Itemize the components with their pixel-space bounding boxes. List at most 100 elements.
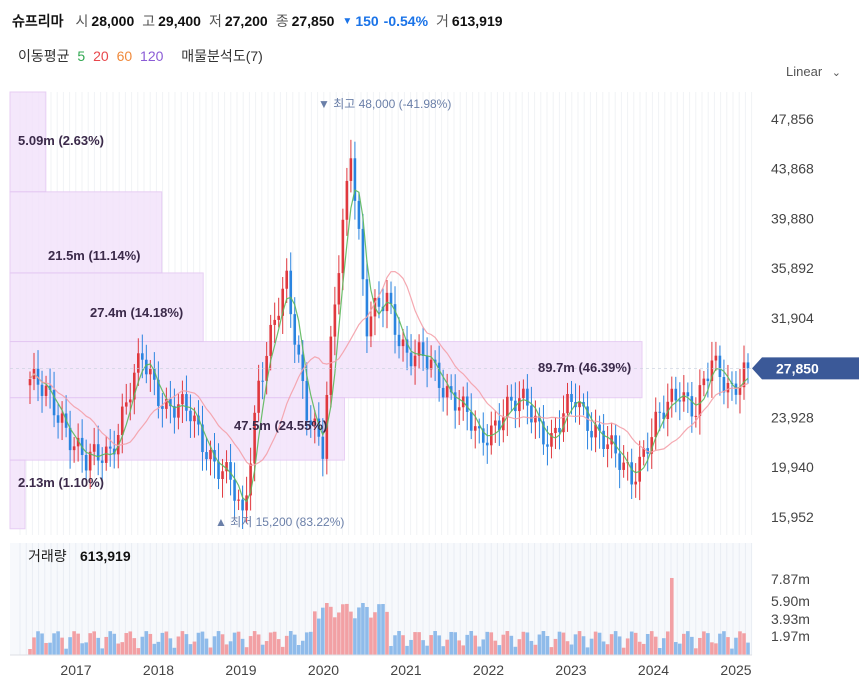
volume-profile-label: 21.5m (11.14%) bbox=[48, 248, 141, 263]
volume-bar bbox=[553, 638, 558, 655]
volume-bar bbox=[694, 648, 698, 655]
candle-body bbox=[225, 462, 228, 472]
volume-value: 613,919 bbox=[451, 13, 503, 29]
candle-body bbox=[457, 407, 461, 411]
volume-bar bbox=[637, 641, 642, 655]
candle-body bbox=[100, 460, 104, 463]
volume-bar bbox=[176, 636, 181, 655]
volume-bar bbox=[621, 647, 626, 655]
volume-bar bbox=[296, 645, 301, 655]
candle-body bbox=[566, 393, 569, 414]
volume-bar bbox=[160, 632, 165, 655]
candle-body bbox=[269, 324, 272, 356]
candle-body bbox=[638, 456, 641, 482]
chevron-down-icon: ⌄ bbox=[831, 67, 841, 79]
candle-body bbox=[477, 426, 481, 429]
candle-body bbox=[317, 418, 321, 437]
candle-body bbox=[445, 386, 449, 398]
candle-body bbox=[165, 398, 168, 409]
volume-bar bbox=[68, 637, 72, 655]
candle-body bbox=[185, 394, 188, 411]
candle-body bbox=[706, 378, 710, 382]
candle-body bbox=[44, 385, 48, 396]
candle-body bbox=[650, 437, 654, 454]
volume-bar bbox=[690, 636, 694, 655]
volume-bar bbox=[353, 618, 357, 655]
volume-panel-value: 613,919 bbox=[80, 548, 131, 564]
candle-body bbox=[261, 380, 264, 382]
volume-bar bbox=[734, 637, 738, 655]
volume-bar bbox=[653, 636, 658, 655]
volume-bar bbox=[280, 646, 285, 655]
ma-5[interactable]: 5 bbox=[77, 48, 86, 64]
candle-body bbox=[417, 342, 421, 356]
ma-60[interactable]: 60 bbox=[116, 48, 133, 64]
volume-bar bbox=[357, 607, 361, 655]
candle-body bbox=[149, 368, 152, 375]
volume-bar bbox=[421, 640, 425, 655]
volume-bar bbox=[377, 604, 381, 655]
candle-body bbox=[193, 415, 196, 422]
volume-bar bbox=[529, 640, 534, 655]
candle-body bbox=[518, 398, 521, 412]
volume-bar bbox=[108, 631, 113, 655]
candle-body bbox=[305, 381, 309, 421]
volume-bar bbox=[120, 642, 125, 655]
volume-bar bbox=[501, 634, 506, 655]
volume-bar bbox=[373, 612, 377, 655]
ma-120[interactable]: 120 bbox=[140, 48, 164, 64]
volume-bar bbox=[513, 646, 518, 655]
volume-bar bbox=[545, 636, 550, 655]
volume-bar bbox=[641, 643, 646, 655]
volume-bar bbox=[581, 636, 586, 655]
volume-bar bbox=[533, 644, 538, 655]
candle-body bbox=[253, 412, 256, 464]
volume-profile-bar bbox=[9, 272, 204, 343]
volume-bar bbox=[76, 633, 80, 655]
volume-profile-toggle[interactable]: 매물분석도(7) bbox=[181, 48, 263, 64]
volume-bar bbox=[224, 644, 229, 655]
volume-bar bbox=[164, 631, 169, 655]
volume-bar bbox=[272, 631, 277, 655]
volume-bar bbox=[718, 633, 722, 655]
volume-bar bbox=[168, 638, 173, 655]
candle-body bbox=[594, 424, 597, 438]
volume-bar bbox=[678, 643, 682, 655]
candle-body bbox=[357, 200, 361, 229]
candle-body bbox=[498, 420, 501, 431]
ma-20[interactable]: 20 bbox=[93, 48, 109, 64]
scale-select[interactable]: Linear ⌄ bbox=[786, 64, 841, 79]
y-tick-label: 39,880 bbox=[771, 210, 814, 226]
volume-bar bbox=[44, 642, 48, 655]
volume-bar bbox=[60, 637, 64, 655]
volume-bar bbox=[104, 636, 109, 655]
y-tick-label: 19,940 bbox=[771, 459, 814, 475]
candle-body bbox=[112, 448, 116, 455]
volume-profile-bar bbox=[9, 459, 26, 530]
volume-bar bbox=[429, 635, 433, 655]
candle-body bbox=[369, 316, 373, 337]
volume-bar bbox=[184, 634, 189, 655]
volume-bar bbox=[473, 635, 478, 655]
current-price-tag bbox=[752, 357, 859, 380]
candle-body bbox=[72, 446, 76, 451]
candle-body bbox=[570, 393, 573, 402]
volume-bar bbox=[633, 632, 638, 655]
candle-body bbox=[341, 219, 345, 274]
candle-body bbox=[120, 406, 124, 436]
candle-body bbox=[510, 396, 513, 401]
candle-body bbox=[469, 411, 473, 431]
volume-bar bbox=[645, 633, 650, 655]
volume-bar bbox=[180, 631, 185, 655]
candle-body bbox=[273, 319, 276, 325]
volume-bar bbox=[256, 634, 261, 655]
volume-bar bbox=[381, 604, 385, 655]
candle-body bbox=[562, 413, 565, 433]
candle-body bbox=[425, 356, 429, 370]
volume-bar bbox=[140, 636, 145, 655]
ma-label[interactable]: 이동평균 bbox=[18, 48, 70, 64]
volume-bar bbox=[457, 640, 461, 655]
candle-body bbox=[634, 481, 637, 485]
candle-body bbox=[124, 402, 128, 407]
